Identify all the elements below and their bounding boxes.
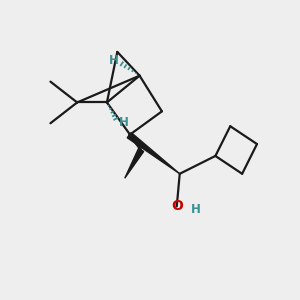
Text: H: H <box>119 116 129 129</box>
Text: H: H <box>109 54 118 67</box>
Text: H: H <box>191 203 201 216</box>
Polygon shape <box>125 148 144 178</box>
Text: O: O <box>171 200 183 214</box>
Polygon shape <box>127 133 180 174</box>
